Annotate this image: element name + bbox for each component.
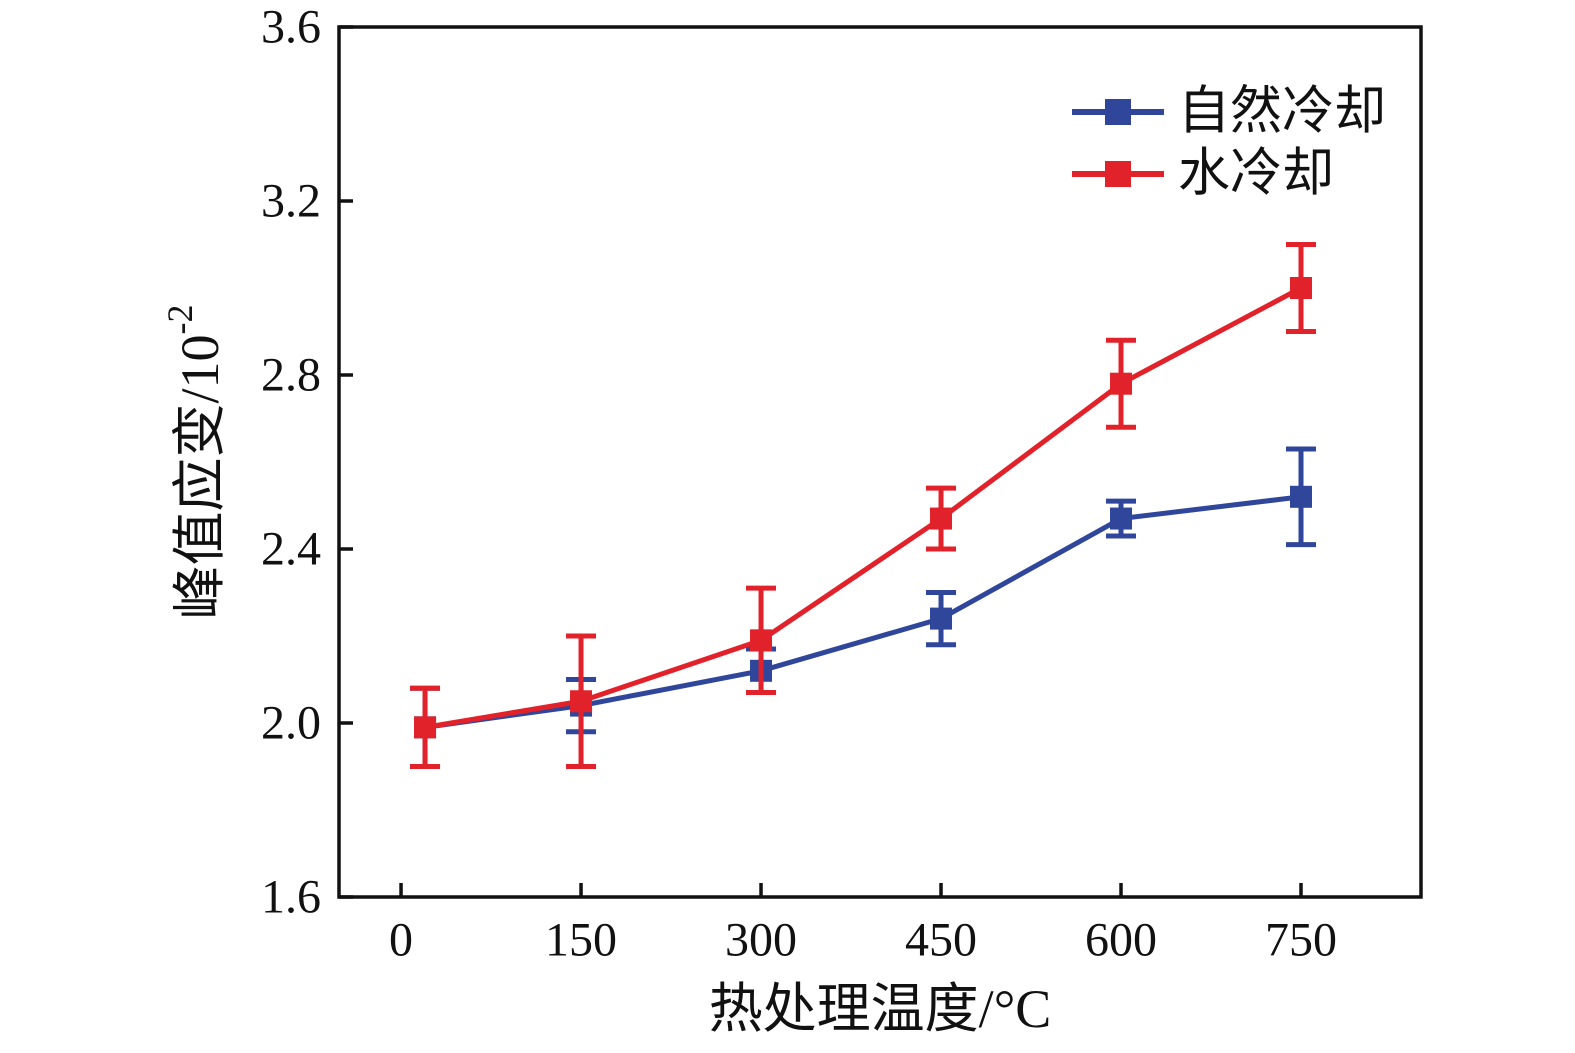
x-axis-label: 热处理温度/°C xyxy=(709,979,1052,1039)
y-tick-label: 2.8 xyxy=(261,349,321,402)
y-tick-label: 3.2 xyxy=(261,175,321,228)
series-water-cooling xyxy=(410,242,1317,769)
x-axis: 0 150 300 450 600 750 xyxy=(389,883,1337,967)
y-axis: 1.6 2.0 2.4 2.8 3.2 3.6 xyxy=(261,1,353,924)
y-tick-label: 1.6 xyxy=(261,871,321,924)
legend-marker xyxy=(1105,99,1131,125)
y-tick-label: 2.0 xyxy=(261,697,321,750)
data-point-marker xyxy=(1110,507,1133,530)
series-line xyxy=(424,285,1303,730)
legend-marker xyxy=(1105,161,1131,187)
data-point-marker xyxy=(414,716,437,739)
y-tick-label: 2.4 xyxy=(261,523,321,576)
x-tick-label: 150 xyxy=(545,914,617,967)
series-line xyxy=(424,494,1302,730)
legend-entry-water-cooling: 水冷却 xyxy=(1178,146,1334,203)
y-tick-label: 3.6 xyxy=(261,1,321,54)
x-tick-label: 300 xyxy=(725,914,797,967)
legend-entry-natural-cooling: 自然冷却 xyxy=(1178,84,1386,141)
data-point-marker xyxy=(1290,277,1313,299)
series-natural-cooling xyxy=(410,446,1317,769)
x-tick-label: 750 xyxy=(1265,914,1337,967)
data-point-marker xyxy=(930,607,953,630)
y-axis-label: 峰值应变/10-2 xyxy=(160,304,230,619)
x-tick-label: 600 xyxy=(1085,914,1157,967)
data-point-marker xyxy=(930,507,953,530)
plot-frame xyxy=(337,25,1423,899)
data-point-marker xyxy=(1290,485,1313,508)
data-point-marker xyxy=(750,629,773,652)
x-tick-label: 0 xyxy=(389,914,413,967)
data-point-marker xyxy=(1110,372,1133,395)
x-tick-label: 450 xyxy=(905,914,977,967)
data-point-marker xyxy=(570,690,593,713)
